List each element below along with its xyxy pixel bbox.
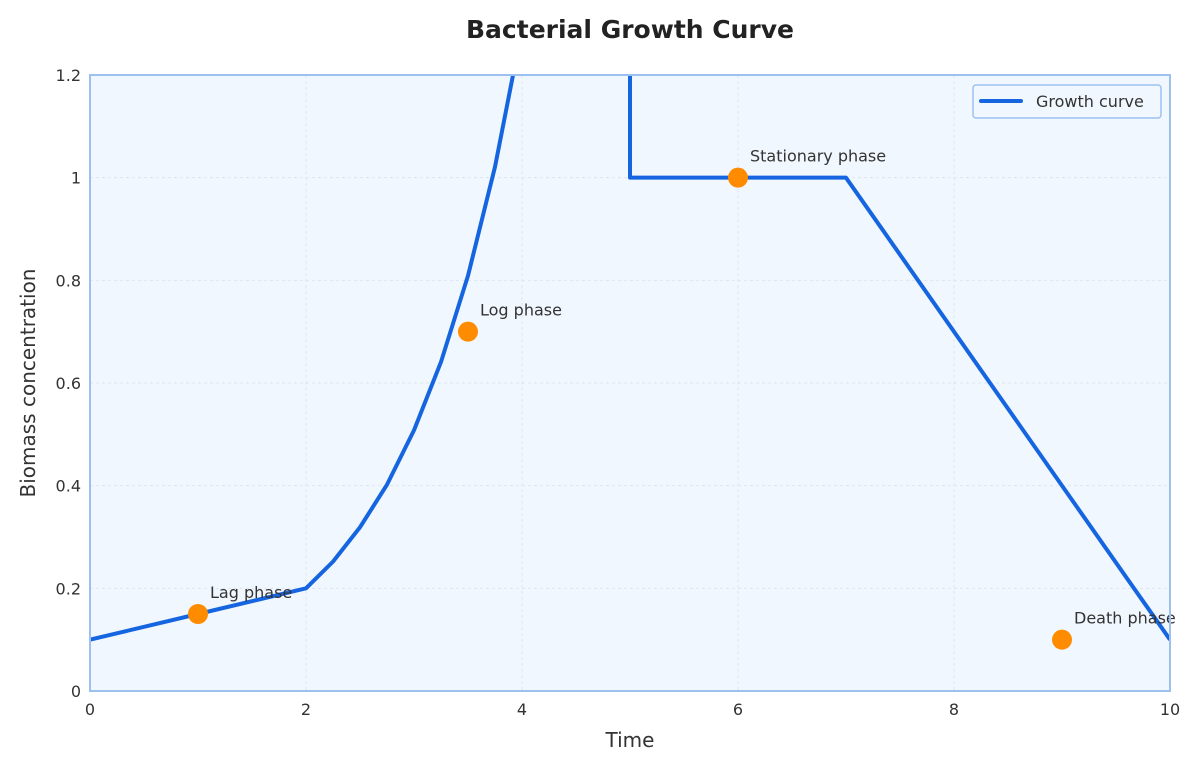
x-tick-label: 2 — [301, 700, 311, 719]
series-layer — [90, 75, 1170, 642]
series-line-growth-curve — [90, 75, 1170, 642]
x-tick-label: 8 — [949, 700, 959, 719]
marker-log-phase — [458, 321, 478, 342]
legend-label-growth-curve: Growth curve — [1036, 92, 1144, 111]
x-tick-label: 4 — [517, 700, 527, 719]
y-tick-label: 0.4 — [56, 477, 81, 496]
y-axis-ticks: 0 0.2 0.4 0.6 0.8 1 1.2 — [56, 66, 81, 701]
annotation-death-phase: Death phase — [1074, 609, 1176, 628]
x-tick-label: 10 — [1160, 700, 1180, 719]
legend: Growth curve — [972, 84, 1162, 119]
y-tick-label: 0.8 — [56, 271, 81, 290]
x-axis-ticks: 0 2 4 6 8 10 — [85, 700, 1180, 719]
chart-title: Bacterial Growth Curve — [466, 15, 794, 44]
y-axis-label: Biomass concentration — [16, 269, 40, 498]
y-tick-label: 1 — [71, 169, 81, 188]
y-tick-label: 0.6 — [56, 374, 81, 393]
x-tick-label: 6 — [733, 700, 743, 719]
marker-stationary-phase — [728, 167, 748, 188]
annotation-labels: Lag phase Log phase Stationary phase Death … — [210, 147, 1176, 628]
marker-lag-phase — [188, 604, 208, 624]
annotation-markers — [188, 167, 1072, 650]
legend-box — [972, 84, 1162, 119]
plot-frame — [89, 74, 1171, 692]
x-axis-label: Time — [605, 728, 655, 752]
y-tick-label: 0 — [71, 682, 81, 701]
y-tick-label: 1.2 — [56, 66, 81, 85]
marker-death-phase — [1052, 629, 1072, 650]
annotation-log-phase: Log phase — [480, 301, 562, 320]
annotation-stationary-phase: Stationary phase — [750, 147, 886, 166]
annotation-lag-phase: Lag phase — [210, 583, 292, 602]
x-tick-label: 0 — [85, 700, 95, 719]
y-tick-label: 0.2 — [56, 579, 81, 598]
